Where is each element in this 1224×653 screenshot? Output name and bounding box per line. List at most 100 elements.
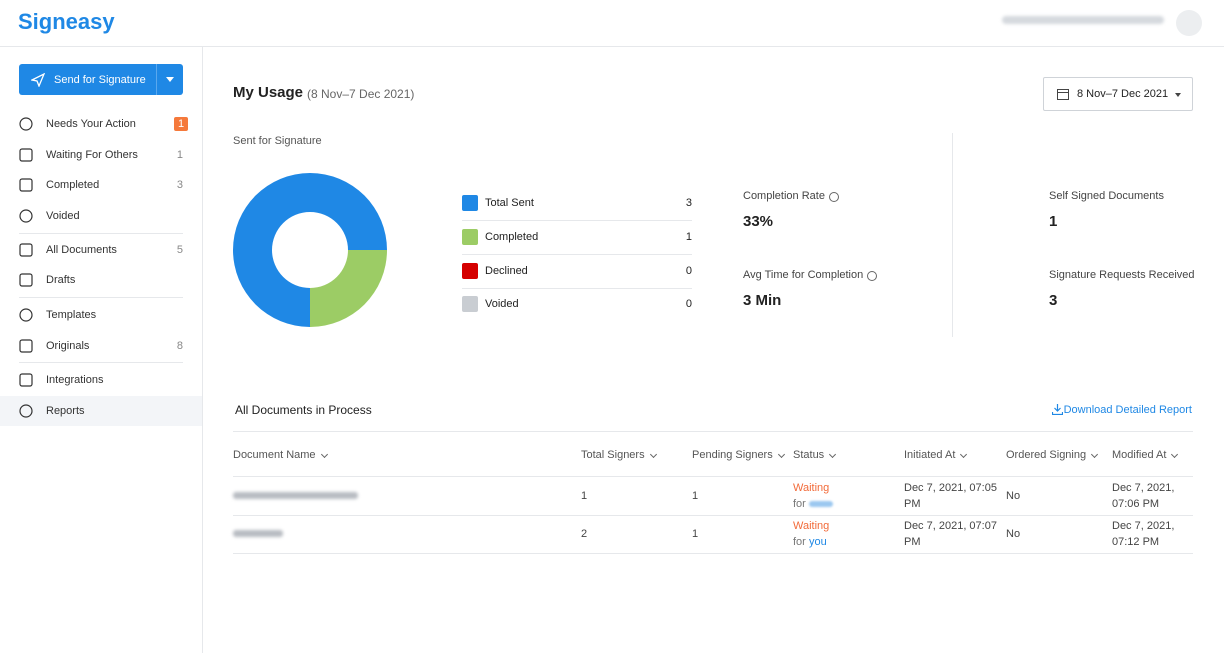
nav-item[interactable]: Integrations [0, 365, 202, 395]
legend-swatch [462, 195, 478, 211]
nav-divider [19, 297, 183, 298]
header-bar [0, 0, 1224, 47]
send-button-label: Send for Signature [54, 74, 146, 86]
donut-segment [233, 173, 387, 327]
dropdown-caret[interactable] [166, 77, 174, 82]
usage-range: (8 Nov–7 Dec 2021) [307, 87, 415, 101]
caret [1175, 93, 1181, 97]
status: Waiting [793, 520, 830, 532]
sort-chevron [828, 450, 837, 459]
ordered-signing: No [1006, 490, 1021, 502]
stat-value: 3 Min [743, 292, 782, 309]
legend: Total Sent 3 Completed 1 Declined 0 Voided 0 [0, 0, 692, 312]
column-header[interactable]: Status [793, 449, 825, 461]
column-header[interactable]: Total Signers [581, 449, 645, 461]
nav-item[interactable]: Drafts [0, 265, 202, 295]
sort-chevron [320, 450, 329, 459]
nav-item[interactable]: Voided [0, 201, 202, 231]
nav-label: Reports [46, 405, 85, 417]
column-header[interactable]: Modified At [1112, 449, 1167, 461]
legend-label: Completed [485, 231, 539, 243]
column-header[interactable]: Document Name [233, 449, 316, 461]
nav-icon [19, 148, 33, 162]
legend-value: 0 [685, 298, 692, 310]
legend-swatch [462, 296, 478, 312]
table-row: 2 1 Waiting for you Dec 7, 2021, 07:07 PM No De… [233, 515, 1193, 554]
legend-divider [462, 254, 692, 255]
logo[interactable]: Signeasy [18, 9, 115, 34]
initiated-at: Dec 7, 2021, 07:05 PM [904, 482, 997, 510]
nav-label: Completed [46, 179, 100, 191]
nav-item[interactable]: All Documents 5 [0, 235, 202, 265]
nav-label: Drafts [46, 274, 76, 286]
nav-icon [19, 117, 33, 131]
status-for: for [793, 536, 806, 548]
nav-divider [19, 362, 183, 363]
download-link[interactable]: Download Detailed Report [1040, 402, 1192, 418]
legend-value: 3 [685, 197, 692, 209]
pending-signers: 1 [692, 490, 699, 502]
ordered-signing: No [1006, 528, 1021, 540]
sort-chevron [959, 450, 968, 459]
legend-divider [462, 288, 692, 289]
nav-item[interactable]: Originals 8 [0, 331, 202, 361]
column-header[interactable]: Pending Signers [692, 449, 773, 461]
document-name-blurred [233, 492, 358, 499]
document-name-blurred [233, 530, 283, 537]
nav: Needs Your Action 1 Waiting For Others 1 Com… [0, 0, 202, 653]
nav-item[interactable]: Reports [0, 396, 202, 426]
date-picker[interactable]: 8 Nov–7 Dec 2021 [1043, 77, 1193, 111]
pending-signers: 1 [692, 528, 699, 540]
nav-item[interactable]: Waiting For Others 1 [0, 140, 202, 170]
nav-item[interactable]: Completed 3 [0, 170, 202, 200]
status-cell: Waiting for [793, 480, 893, 512]
nav-icon [19, 209, 33, 223]
total-signers: 1 [581, 490, 588, 502]
legend-label: Declined [485, 265, 528, 277]
legend-label: Voided [485, 298, 519, 310]
send-button[interactable]: Send for Signature [19, 64, 183, 95]
status-for-name-blurred [809, 501, 833, 507]
stat-label: Avg Time for Completion [743, 269, 864, 281]
table: Document Name Total Signers Pending Signer… [233, 431, 1193, 555]
legend-divider [462, 220, 692, 221]
total-signers: 2 [581, 528, 588, 540]
account-name-blurred [1002, 16, 1164, 24]
nav-icon [19, 243, 33, 257]
modified-at: Dec 7, 2021, 07:06 PM [1112, 482, 1175, 510]
nav-label: Voided [46, 210, 80, 222]
nav-label: Needs Your Action [46, 118, 136, 130]
avatar[interactable] [1176, 10, 1202, 36]
nav-label: Templates [46, 309, 97, 321]
legend-value: 0 [685, 265, 692, 277]
legend-label: Total Sent [485, 197, 534, 209]
legend-swatch [462, 229, 478, 245]
calendar-icon [1057, 89, 1069, 100]
nav-icon [19, 339, 33, 353]
status-cell: Waiting for you [793, 518, 893, 550]
column-header[interactable]: Initiated At [904, 449, 956, 461]
nav-item[interactable]: Templates [0, 300, 202, 330]
stats: Completion Rate 33% Avg Time for Completio… [0, 0, 1195, 309]
sort-chevron [649, 450, 658, 459]
info-icon[interactable] [829, 192, 839, 202]
nav-icon [19, 273, 33, 287]
nav-count: 5 [176, 244, 183, 256]
stat-label: Completion Rate [743, 190, 825, 202]
nav-count: 1 [176, 149, 183, 161]
nav-item[interactable]: Needs Your Action 1 [0, 109, 202, 139]
table-title: All Documents in Process [235, 403, 372, 417]
info-icon[interactable] [867, 271, 877, 281]
column-header[interactable]: Ordered Signing [1006, 449, 1087, 461]
status-for-name[interactable]: you [809, 536, 827, 548]
stats-divider [952, 133, 953, 337]
status-for: for [793, 498, 806, 510]
date-range: 8 Nov–7 Dec 2021 [1077, 88, 1169, 100]
nav-divider [19, 233, 183, 234]
nav-icon [19, 178, 33, 192]
donut-segment [310, 250, 387, 327]
nav-icon [19, 308, 33, 322]
download-label: Download Detailed Report [1063, 404, 1192, 416]
header-divider [233, 476, 1193, 477]
